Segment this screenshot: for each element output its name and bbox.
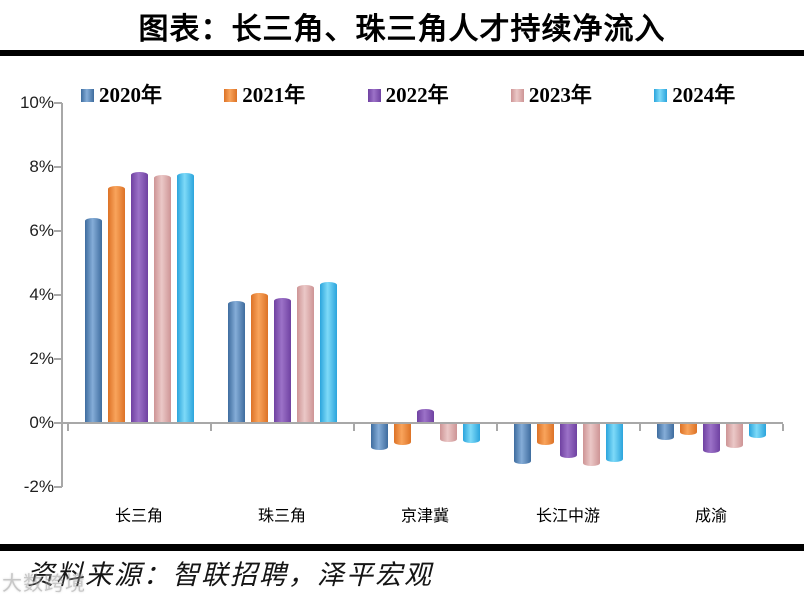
bottom-divider [0,544,804,551]
y-axis-tick [54,102,62,104]
legend-swatch-2023年 [510,88,524,102]
bar-2020年-京津冀 [370,424,388,450]
x-axis-label-长江中游: 长江中游 [535,508,601,525]
y-axis-tick [54,358,62,360]
x-axis-tick [781,424,784,431]
bar-2024年-京津冀 [462,424,480,444]
legend-item-2022年: 2022年 [367,82,449,107]
bar-2023年-长三角 [153,175,171,423]
y-axis-tick [54,166,62,168]
bar-2020年-成渝 [656,424,674,440]
y-axis-tick [54,486,62,488]
bar-2020年-长江中游 [513,424,531,464]
y-axis-label-1: 8% [29,157,54,176]
x-axis-tick [495,424,498,431]
bar-2022年-珠三角 [273,298,291,423]
y-axis-label-0: 10% [19,93,54,112]
watermark: 大数跨境 [2,573,86,595]
legend-swatch-2021年 [224,88,238,102]
bar-2020年-珠三角 [227,301,245,423]
y-axis-label-6: -2% [23,477,54,496]
legend-item-2024年: 2024年 [654,82,736,107]
source-note: 资料来源：智联招聘，泽平宏观 [27,560,433,590]
x-axis-tick [638,424,641,431]
x-axis-tick [209,424,212,431]
top-divider [0,50,804,56]
legend-label-2023年: 2023年 [528,82,592,107]
legend-label-2024年: 2024年 [672,82,736,107]
legend-item-2023年: 2023年 [510,82,592,107]
bar-2023年-珠三角 [296,285,314,423]
chart-title: 图表：长三角、珠三角人才持续净流入 [138,13,666,46]
legend-item-2020年: 2020年 [81,82,162,107]
bar-2024年-长三角 [176,173,194,423]
legend-label-2022年: 2022年 [385,82,449,107]
bar-2020年-长三角 [84,218,102,423]
x-axis-label-成渝: 成渝 [694,508,728,525]
bar-2022年-长江中游 [559,424,577,458]
y-axis-label-3: 4% [29,285,54,304]
legend-label-2020年: 2020年 [99,82,162,107]
y-axis-label-2: 6% [29,221,54,240]
bar-2022年-长三角 [130,171,148,423]
y-axis-line [61,103,63,487]
bar-2021年-珠三角 [250,293,268,423]
bar-2021年-长江中游 [536,424,554,445]
bar-2023年-京津冀 [439,424,457,442]
bar-2023年-成渝 [725,424,743,448]
y-axis-label-4: 2% [29,349,54,368]
bar-2024年-长江中游 [605,424,623,463]
y-axis-tick [54,294,62,296]
bar-2024年-成渝 [748,424,766,439]
legend-item-2021年: 2021年 [224,82,306,107]
x-axis-tick [352,424,355,431]
x-axis-label-长三角: 长三角 [114,508,164,525]
bar-2021年-成渝 [679,424,697,436]
x-axis-label-京津冀: 京津冀 [400,508,450,525]
bar-2021年-京津冀 [393,424,411,445]
legend-swatch-2020年 [81,88,94,102]
x-axis-zero-line [62,422,783,424]
y-axis-tick [54,422,62,424]
bar-2022年-京津冀 [416,408,434,423]
legend-swatch-2022年 [367,88,381,102]
bar-2022年-成渝 [702,424,720,453]
bar-2023年-长江中游 [582,424,600,466]
bar-2021年-长三角 [107,186,125,423]
x-axis-label-珠三角: 珠三角 [257,508,307,525]
legend-label-2021年: 2021年 [242,82,306,107]
y-axis-label-5: 0% [29,413,54,432]
bar-2024年-珠三角 [319,282,337,423]
y-axis-tick [54,230,62,232]
legend-swatch-2024年 [654,88,668,102]
x-axis-tick [66,424,69,431]
